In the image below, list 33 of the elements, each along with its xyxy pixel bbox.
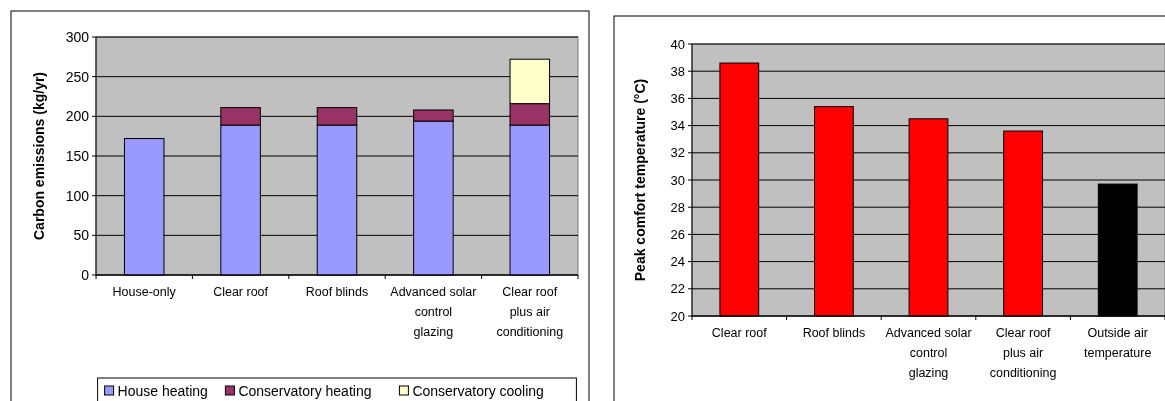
y-tick-label: 50 (73, 227, 90, 244)
x-tick-label: Clear roof (213, 285, 269, 299)
y-tick-label: 300 (65, 28, 90, 45)
y-tick-label: 40 (670, 36, 685, 52)
y-tick-label: 22 (670, 281, 685, 297)
x-tick-label: Outside air temperature (1084, 326, 1152, 360)
legend-label: House heating (117, 382, 208, 399)
y-tick-label: 100 (65, 187, 90, 204)
y-tick-label: 0 (81, 266, 90, 283)
y-axis-title: Carbon emissions (kg/yr) (31, 71, 47, 241)
y-axis-title: Peak comfort temperature (°C) (632, 78, 648, 282)
y-tick-label: 150 (65, 147, 90, 164)
y-tick-label: 30 (670, 172, 685, 188)
y-tick-label: 28 (670, 199, 685, 215)
x-tick-label: Advanced solar control glazing (885, 326, 972, 380)
x-tick-label: Clear roof (711, 326, 768, 340)
y-tick-label: 26 (670, 226, 685, 242)
x-tick-label: Roof blinds (802, 326, 866, 340)
y-tick-label: 24 (670, 254, 685, 270)
y-tick-label: 32 (670, 145, 685, 161)
y-tick-label: 250 (65, 68, 90, 85)
x-tick-label: House-only (112, 285, 177, 299)
y-tick-label: 20 (670, 308, 685, 324)
legend-label: Conservatory cooling (412, 382, 544, 399)
legend-label: Conservatory heating (238, 382, 372, 399)
y-tick-label: 38 (670, 63, 685, 79)
x-tick-label: Roof blinds (305, 285, 369, 299)
y-tick-label: 34 (670, 118, 685, 134)
y-tick-label: 200 (65, 108, 90, 125)
y-tick-label: 36 (670, 90, 685, 106)
x-tick-label: Advanced solar control glazing (390, 285, 477, 339)
x-tick-label: Clear roof plus air conditioning (496, 285, 564, 339)
x-tick-label: Clear roof plus air conditioning (989, 326, 1057, 380)
